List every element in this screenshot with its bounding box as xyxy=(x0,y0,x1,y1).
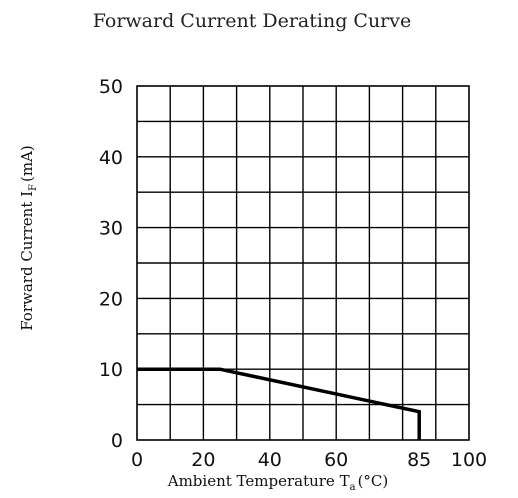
y-tick-labels: 0 10 20 30 40 50 xyxy=(99,76,123,452)
y-tick-label: 0 xyxy=(111,430,123,452)
x-tick-label: 85 xyxy=(407,449,431,471)
y-tick-label: 30 xyxy=(99,218,123,240)
x-tick-label: 0 xyxy=(131,449,143,471)
x-axis-label-unit: (°C) xyxy=(358,472,389,490)
y-axis-label-subscript: F xyxy=(28,184,39,191)
derating-curve xyxy=(137,367,421,440)
x-axis-label-subscript: a xyxy=(350,482,356,493)
plot-frame xyxy=(136,85,470,441)
y-axis-label-main: Forward Current I xyxy=(18,191,36,331)
y-axis-label: Forward Current IF (mA) xyxy=(18,145,39,331)
x-axis-label: Ambient Temperature Ta (°C) xyxy=(167,472,389,493)
x-tick-label: 60 xyxy=(324,449,348,471)
x-axis-label-main: Ambient Temperature T xyxy=(167,472,350,490)
y-tick-label: 40 xyxy=(99,147,123,169)
chart-title: Forward Current Derating Curve xyxy=(93,10,412,32)
y-tick-label: 50 xyxy=(99,76,123,98)
x-tick-label: 20 xyxy=(191,449,215,471)
y-tick-label: 10 xyxy=(99,359,123,381)
x-tick-label: 100 xyxy=(451,449,487,471)
series-group xyxy=(137,367,421,440)
y-axis-label-unit: (mA) xyxy=(18,145,36,182)
x-tick-label: 40 xyxy=(258,449,282,471)
y-tick-label: 20 xyxy=(99,288,123,310)
x-tick-labels: 0 20 40 60 85 100 xyxy=(131,449,487,471)
